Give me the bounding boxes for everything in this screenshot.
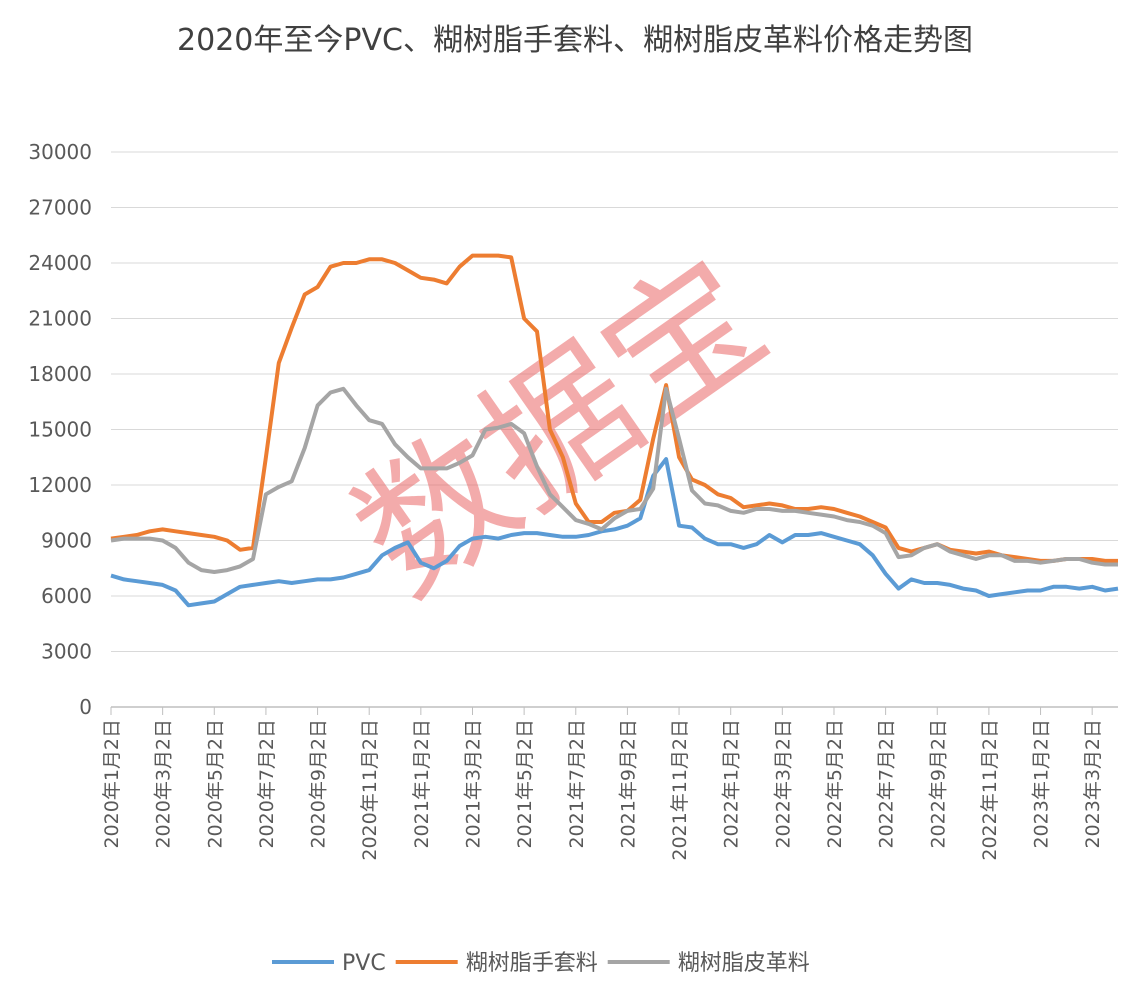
x-tick-label: 2020年7月2日 [256, 719, 278, 849]
watermark: 数据宝 [327, 228, 795, 629]
legend: PVC 糊树脂手套料 糊树脂皮革料 [272, 951, 810, 976]
y-tick-label: 21000 [28, 307, 92, 331]
y-tick-label: 12000 [28, 473, 92, 497]
x-tick-label: 2022年3月2日 [772, 719, 794, 849]
y-tick-label: 3000 [41, 640, 92, 664]
y-tick-label: 15000 [28, 418, 92, 442]
y-tick-label: 30000 [28, 140, 92, 164]
legend-label: PVC [342, 951, 386, 976]
legend-label: 糊树脂手套料 [466, 951, 598, 976]
y-tick-label: 0 [79, 695, 92, 719]
x-tick-label: 2023年3月2日 [1082, 719, 1104, 849]
x-tick-label: 2022年5月2日 [824, 719, 846, 849]
x-tick-label: 2020年3月2日 [153, 719, 175, 849]
y-tick-label: 24000 [28, 251, 92, 275]
x-tick-label: 2021年7月2日 [566, 719, 588, 849]
y-tick-label: 18000 [28, 362, 92, 386]
y-tick-label: 27000 [28, 196, 92, 220]
x-tick-label: 2020年9月2日 [308, 719, 330, 849]
x-tick-label: 2021年11月2日 [669, 719, 691, 861]
x-tick-label: 2022年9月2日 [927, 719, 949, 849]
x-tick-label: 2022年7月2日 [876, 719, 898, 849]
line [110, 386, 1118, 574]
x-tick-label: 2021年9月2日 [617, 719, 639, 849]
y-tick-label: 9000 [41, 529, 92, 553]
x-tick-label: 2023年1月2日 [1031, 719, 1053, 849]
x-tick-label: 2022年1月2日 [721, 719, 743, 849]
line [110, 457, 1119, 608]
x-tick-label: 2021年1月2日 [411, 719, 433, 849]
legend-label: 糊树脂皮革料 [678, 951, 810, 976]
x-tick-label: 2021年5月2日 [514, 719, 536, 849]
x-tick-label: 2020年1月2日 [101, 719, 123, 849]
x-tick-label: 2020年11月2日 [359, 719, 381, 861]
x-tick-label: 2022年11月2日 [979, 719, 1001, 861]
chart-title: 2020年至今PVC、糊树脂手套料、糊树脂皮革料价格走势图 [177, 23, 973, 58]
y-tick-label: 6000 [41, 584, 92, 608]
x-tick-label: 2021年3月2日 [462, 719, 484, 849]
x-tick-label: 2020年5月2日 [204, 719, 226, 849]
